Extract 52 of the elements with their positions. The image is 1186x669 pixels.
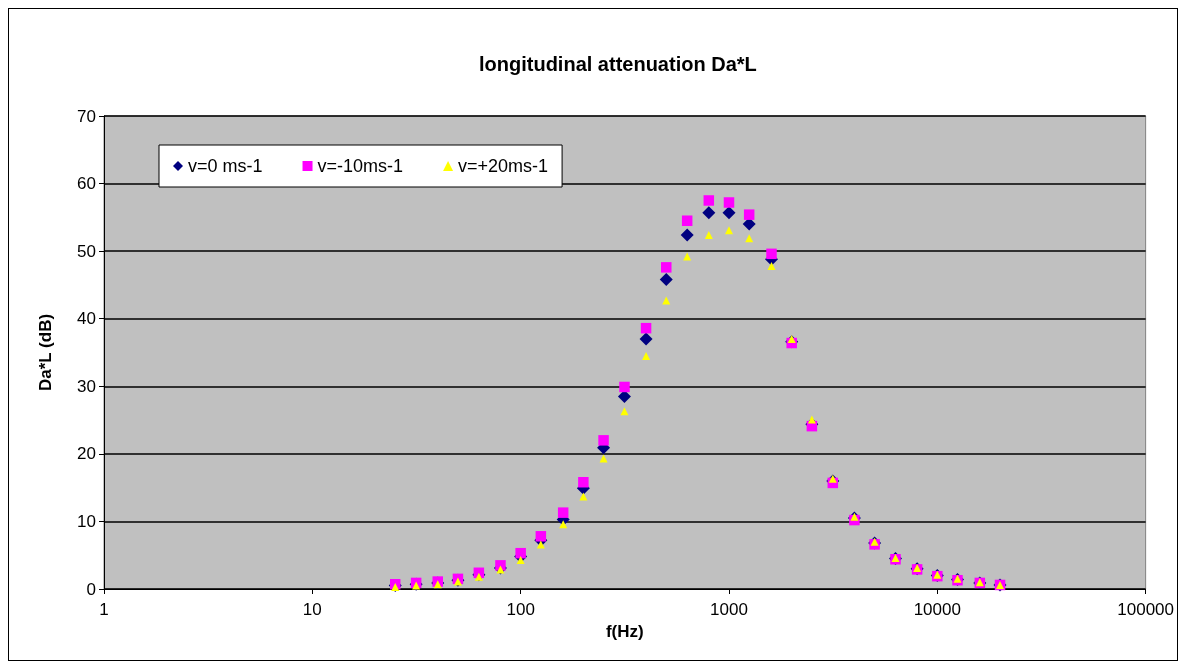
point [743,209,755,220]
point [619,381,630,393]
x-tick-label: 10000 [913,600,961,619]
y-tick-label: 50 [77,241,96,261]
y-tick-label: 40 [77,309,96,329]
x-tick-label: 1000 [710,600,748,619]
y-tick-label: 70 [77,106,96,126]
point [578,476,589,488]
y-tick-label: 0 [86,579,96,599]
y-tick-label: 30 [77,376,96,396]
point [828,474,837,483]
legend-label: v=+20ms-1 [458,156,549,176]
point [702,206,716,220]
point [474,572,483,581]
chart-title: longitudinal attenuation Da*L [479,53,757,75]
point [642,351,651,360]
point [496,565,505,574]
y-tick-label: 60 [77,174,96,194]
x-tick-label: 100000 [1117,600,1174,619]
point [659,273,673,287]
point [724,226,733,235]
point [559,520,568,529]
point [704,230,713,239]
point [599,454,608,463]
point [535,531,547,542]
point [620,407,629,416]
y-tick-label: 10 [77,511,96,531]
y-axis-title: Da*L (dB) [36,313,55,392]
point [723,197,735,208]
point [703,195,715,206]
y-tick-label: 20 [77,444,96,464]
x-tick-label: 10 [302,600,322,619]
point [557,507,569,518]
point [683,252,692,261]
point [767,262,776,271]
point [515,547,526,559]
point [681,215,693,226]
point [680,228,694,242]
point [661,262,672,273]
point [639,332,653,346]
x-tick-label: 100 [506,600,535,619]
point [766,248,777,260]
x-tick-label: 1 [99,600,109,619]
x-axis-title: f(Hz) [605,621,644,641]
point [516,555,525,564]
point [598,435,609,446]
legend-label: v=0 ms-1 [188,156,263,176]
point [722,206,736,220]
point [640,322,652,334]
point [850,512,859,521]
point [742,217,756,231]
legend-label: v=-10ms-1 [317,156,404,176]
